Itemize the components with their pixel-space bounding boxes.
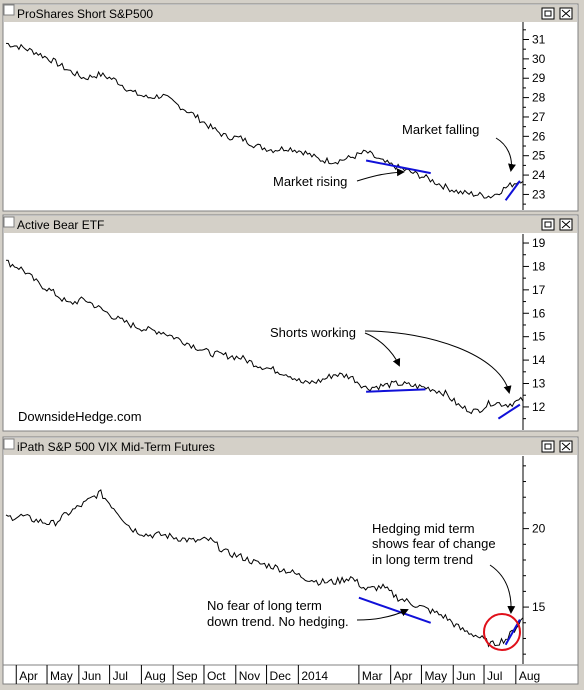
window-close-icon[interactable] xyxy=(559,440,573,453)
panel-2-trendline-late xyxy=(497,403,521,420)
y-tick-label: 26 xyxy=(532,129,546,143)
panel-1-frame xyxy=(2,3,579,212)
y-tick-label: 15 xyxy=(532,600,546,614)
y-tick-label: 15 xyxy=(532,330,546,344)
panel-2-y-axis: 12 13 14 15 16 17 18 19 xyxy=(522,234,546,430)
x-tick-label: Jul xyxy=(487,669,502,683)
x-tick-label: Aug xyxy=(144,669,165,683)
x-axis-ticks: Apr May Jun Jul Aug Sep Oct Nov Dec 2014 Mar Apr May… xyxy=(15,665,540,684)
arrow-shorts-working-1 xyxy=(364,332,401,367)
y-tick-label: 17 xyxy=(532,283,546,297)
y-tick-label: 25 xyxy=(532,149,546,163)
x-axis-frame xyxy=(2,664,579,685)
y-tick-label: 20 xyxy=(532,522,546,536)
arrow-market-rising xyxy=(356,168,405,182)
panel-1-menu-icon[interactable] xyxy=(3,4,15,16)
panel-2-menu-icon[interactable] xyxy=(3,216,15,228)
x-tick-label: Dec xyxy=(270,669,291,683)
window-restore-icon[interactable] xyxy=(541,7,555,20)
y-tick-label: 29 xyxy=(532,71,546,85)
panel-3-title-bar xyxy=(4,438,577,455)
annotation-no-fear-1: No fear of long term xyxy=(207,598,322,613)
y-tick-label: 23 xyxy=(532,187,546,201)
arrow-market-falling xyxy=(495,137,516,172)
panel-2-price-line xyxy=(5,259,524,415)
x-tick-label: May xyxy=(50,669,73,683)
x-tick-label: Jul xyxy=(113,669,128,683)
arrow-hedging xyxy=(489,564,516,614)
panel-3-trendline-falling xyxy=(358,596,432,624)
x-tick-label: Apr xyxy=(19,669,38,683)
panel-2: Active Bear ETF 12 13 14 15 16 17 18 19 Shorts … xyxy=(2,214,579,432)
window-restore-icon[interactable] xyxy=(541,218,555,231)
y-tick-label: 18 xyxy=(532,259,546,273)
annotation-hedging-2: shows fear of change xyxy=(372,536,496,551)
y-tick-label: 12 xyxy=(532,400,546,414)
y-tick-label: 24 xyxy=(532,168,546,182)
annotation-market-falling: Market falling xyxy=(402,122,479,137)
annotation-no-fear-2: down trend. No hedging. xyxy=(207,614,349,629)
highlight-circle xyxy=(483,613,521,651)
y-tick-label: 13 xyxy=(532,377,546,391)
y-tick-label: 28 xyxy=(532,91,546,105)
x-tick-label: Sep xyxy=(176,669,198,683)
x-tick-label: Mar xyxy=(362,669,383,683)
x-tick-label: Jun xyxy=(82,669,101,683)
panel-1-price-line xyxy=(5,42,524,199)
panel-1-y-axis: 23 24 25 26 27 28 29 30 31 xyxy=(522,22,546,210)
annotation-hedging-1: Hedging mid term xyxy=(372,521,475,536)
annotation-hedging-3: in long term trend xyxy=(372,552,473,567)
x-tick-label: Nov xyxy=(239,669,260,683)
x-tick-label: Aug xyxy=(519,669,540,683)
arrow-no-fear xyxy=(356,608,409,621)
x-tick-label: May xyxy=(424,669,447,683)
x-tick-label: Oct xyxy=(207,669,226,683)
panel-1-title: ProShares Short S&P500 xyxy=(17,7,153,21)
y-tick-label: 16 xyxy=(532,306,546,320)
watermark-downsidehedge: DownsideHedge.com xyxy=(18,409,142,424)
y-tick-label: 31 xyxy=(532,32,546,46)
panel-2-frame xyxy=(2,214,579,432)
panel-3-menu-icon[interactable] xyxy=(3,438,15,450)
panel-2-title: Active Bear ETF xyxy=(17,218,104,232)
y-tick-label: 19 xyxy=(532,236,546,250)
y-tick-label: 14 xyxy=(532,353,546,367)
panel-1-trendline-rising xyxy=(365,159,431,175)
window-close-icon[interactable] xyxy=(559,218,573,231)
panel-3-price-line xyxy=(5,489,524,648)
panel-1-title-bar xyxy=(4,5,577,22)
panel-3: iPath S&P 500 VIX Mid-Term Futures 1520 … xyxy=(2,436,579,666)
x-tick-label: Apr xyxy=(394,669,413,683)
panel-3-title: iPath S&P 500 VIX Mid-Term Futures xyxy=(17,440,215,454)
panel-1: ProShares Short S&P500 23 24 25 26 27 28 29 30 3… xyxy=(2,3,579,212)
panel-1-trendline-falling xyxy=(504,180,521,201)
arrow-shorts-working-2 xyxy=(364,330,512,394)
window-restore-icon[interactable] xyxy=(541,440,555,453)
x-tick-label: Jun xyxy=(456,669,475,683)
annotation-shorts-working: Shorts working xyxy=(270,325,356,340)
x-axis: Apr May Jun Jul Aug Sep Oct Nov Dec 2014 Mar Apr May… xyxy=(2,664,579,685)
y-tick-label: 27 xyxy=(532,110,546,124)
annotation-market-rising: Market rising xyxy=(273,174,347,189)
panel-2-title-bar xyxy=(4,216,577,233)
panel-2-trendline-rising xyxy=(366,388,426,393)
window-close-icon[interactable] xyxy=(559,7,573,20)
y-tick-label: 30 xyxy=(532,52,546,66)
panel-3-frame xyxy=(2,436,579,666)
x-tick-label: 2014 xyxy=(301,669,328,683)
